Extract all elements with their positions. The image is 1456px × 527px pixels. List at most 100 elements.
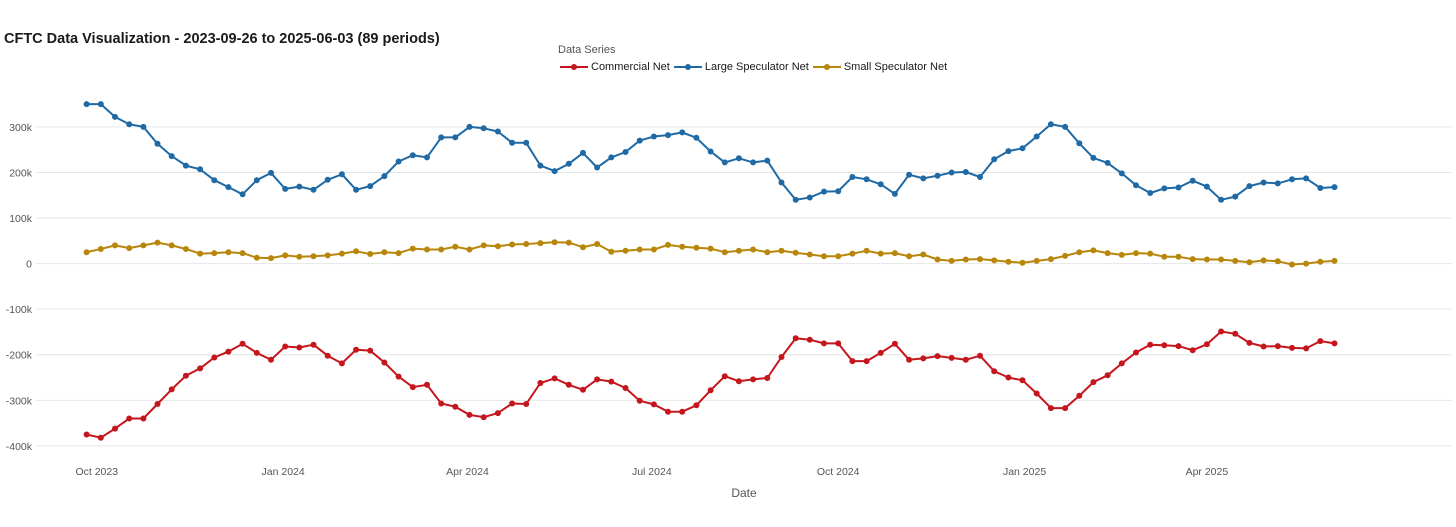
data-point[interactable]	[452, 403, 459, 410]
data-point[interactable]	[1076, 140, 1083, 147]
data-point[interactable]	[1175, 253, 1182, 260]
data-point[interactable]	[353, 248, 360, 255]
data-point[interactable]	[636, 246, 643, 253]
data-point[interactable]	[1161, 185, 1168, 192]
data-point[interactable]	[962, 356, 969, 363]
data-point[interactable]	[282, 343, 289, 350]
data-point[interactable]	[707, 387, 714, 394]
data-point[interactable]	[1218, 196, 1225, 203]
data-point[interactable]	[707, 245, 714, 252]
data-point[interactable]	[1317, 338, 1324, 345]
data-point[interactable]	[466, 246, 473, 253]
data-point[interactable]	[1076, 392, 1083, 399]
data-point[interactable]	[452, 243, 459, 250]
data-point[interactable]	[126, 121, 133, 128]
data-point[interactable]	[509, 241, 516, 248]
data-point[interactable]	[126, 245, 133, 252]
data-point[interactable]	[182, 372, 189, 379]
data-point[interactable]	[1331, 257, 1338, 264]
data-point[interactable]	[650, 133, 657, 140]
data-point[interactable]	[409, 152, 416, 159]
data-point[interactable]	[991, 156, 998, 163]
data-point[interactable]	[679, 243, 686, 250]
data-point[interactable]	[282, 252, 289, 259]
data-point[interactable]	[523, 139, 530, 146]
data-point[interactable]	[835, 253, 842, 260]
data-point[interactable]	[1161, 342, 1168, 349]
data-point[interactable]	[1147, 250, 1154, 257]
data-point[interactable]	[367, 347, 374, 354]
data-point[interactable]	[1090, 247, 1097, 254]
data-point[interactable]	[906, 356, 913, 363]
data-point[interactable]	[821, 188, 827, 195]
data-point[interactable]	[735, 378, 742, 385]
data-point[interactable]	[83, 249, 90, 256]
data-point[interactable]	[962, 256, 969, 263]
data-point[interactable]	[764, 157, 771, 164]
data-point[interactable]	[1118, 170, 1125, 177]
data-point[interactable]	[1147, 341, 1154, 348]
data-point[interactable]	[934, 172, 941, 179]
data-point[interactable]	[168, 242, 175, 249]
data-point[interactable]	[140, 242, 147, 249]
data-point[interactable]	[168, 153, 175, 160]
data-point[interactable]	[863, 176, 870, 183]
data-point[interactable]	[367, 251, 374, 257]
data-point[interactable]	[1005, 258, 1012, 265]
data-point[interactable]	[849, 358, 856, 365]
data-point[interactable]	[1331, 340, 1338, 347]
data-point[interactable]	[83, 431, 90, 438]
data-point[interactable]	[197, 365, 204, 372]
data-point[interactable]	[438, 400, 445, 407]
data-point[interactable]	[381, 359, 388, 366]
data-point[interactable]	[778, 179, 785, 186]
data-point[interactable]	[1303, 345, 1310, 352]
data-point[interactable]	[424, 246, 430, 253]
data-point[interactable]	[225, 348, 232, 355]
data-point[interactable]	[409, 384, 416, 391]
data-point[interactable]	[381, 249, 388, 256]
data-point[interactable]	[679, 408, 686, 415]
data-point[interactable]	[97, 101, 104, 108]
data-point[interactable]	[253, 349, 260, 356]
data-point[interactable]	[693, 402, 700, 409]
data-point[interactable]	[1118, 360, 1125, 367]
data-point[interactable]	[636, 137, 643, 144]
data-point[interactable]	[253, 254, 260, 261]
data-point[interactable]	[324, 352, 331, 359]
data-point[interactable]	[1047, 256, 1054, 263]
data-point[interactable]	[991, 368, 998, 375]
data-point[interactable]	[395, 250, 402, 257]
data-point[interactable]	[466, 411, 473, 418]
data-point[interactable]	[1005, 148, 1012, 155]
data-point[interactable]	[1147, 190, 1154, 196]
data-point[interactable]	[679, 129, 686, 136]
data-point[interactable]	[1303, 175, 1310, 182]
data-point[interactable]	[792, 196, 799, 203]
data-point[interactable]	[197, 250, 204, 257]
data-point[interactable]	[906, 253, 913, 260]
data-point[interactable]	[523, 241, 530, 247]
data-point[interactable]	[112, 113, 118, 120]
data-point[interactable]	[665, 132, 671, 139]
data-point[interactable]	[750, 159, 757, 166]
data-point[interactable]	[891, 340, 898, 347]
data-point[interactable]	[1274, 258, 1281, 265]
data-point[interactable]	[211, 177, 218, 184]
data-point[interactable]	[452, 134, 459, 141]
data-point[interactable]	[140, 123, 147, 130]
data-point[interactable]	[1232, 257, 1239, 264]
data-point[interactable]	[1218, 328, 1225, 335]
data-point[interactable]	[792, 249, 799, 256]
data-point[interactable]	[1274, 343, 1281, 350]
data-point[interactable]	[353, 186, 360, 193]
data-point[interactable]	[310, 253, 317, 260]
data-point[interactable]	[239, 191, 246, 198]
data-point[interactable]	[182, 162, 189, 169]
data-point[interactable]	[1203, 341, 1210, 348]
data-point[interactable]	[253, 177, 260, 184]
data-point[interactable]	[877, 181, 884, 188]
data-point[interactable]	[197, 166, 204, 173]
data-point[interactable]	[1189, 347, 1196, 354]
data-point[interactable]	[1047, 405, 1054, 412]
